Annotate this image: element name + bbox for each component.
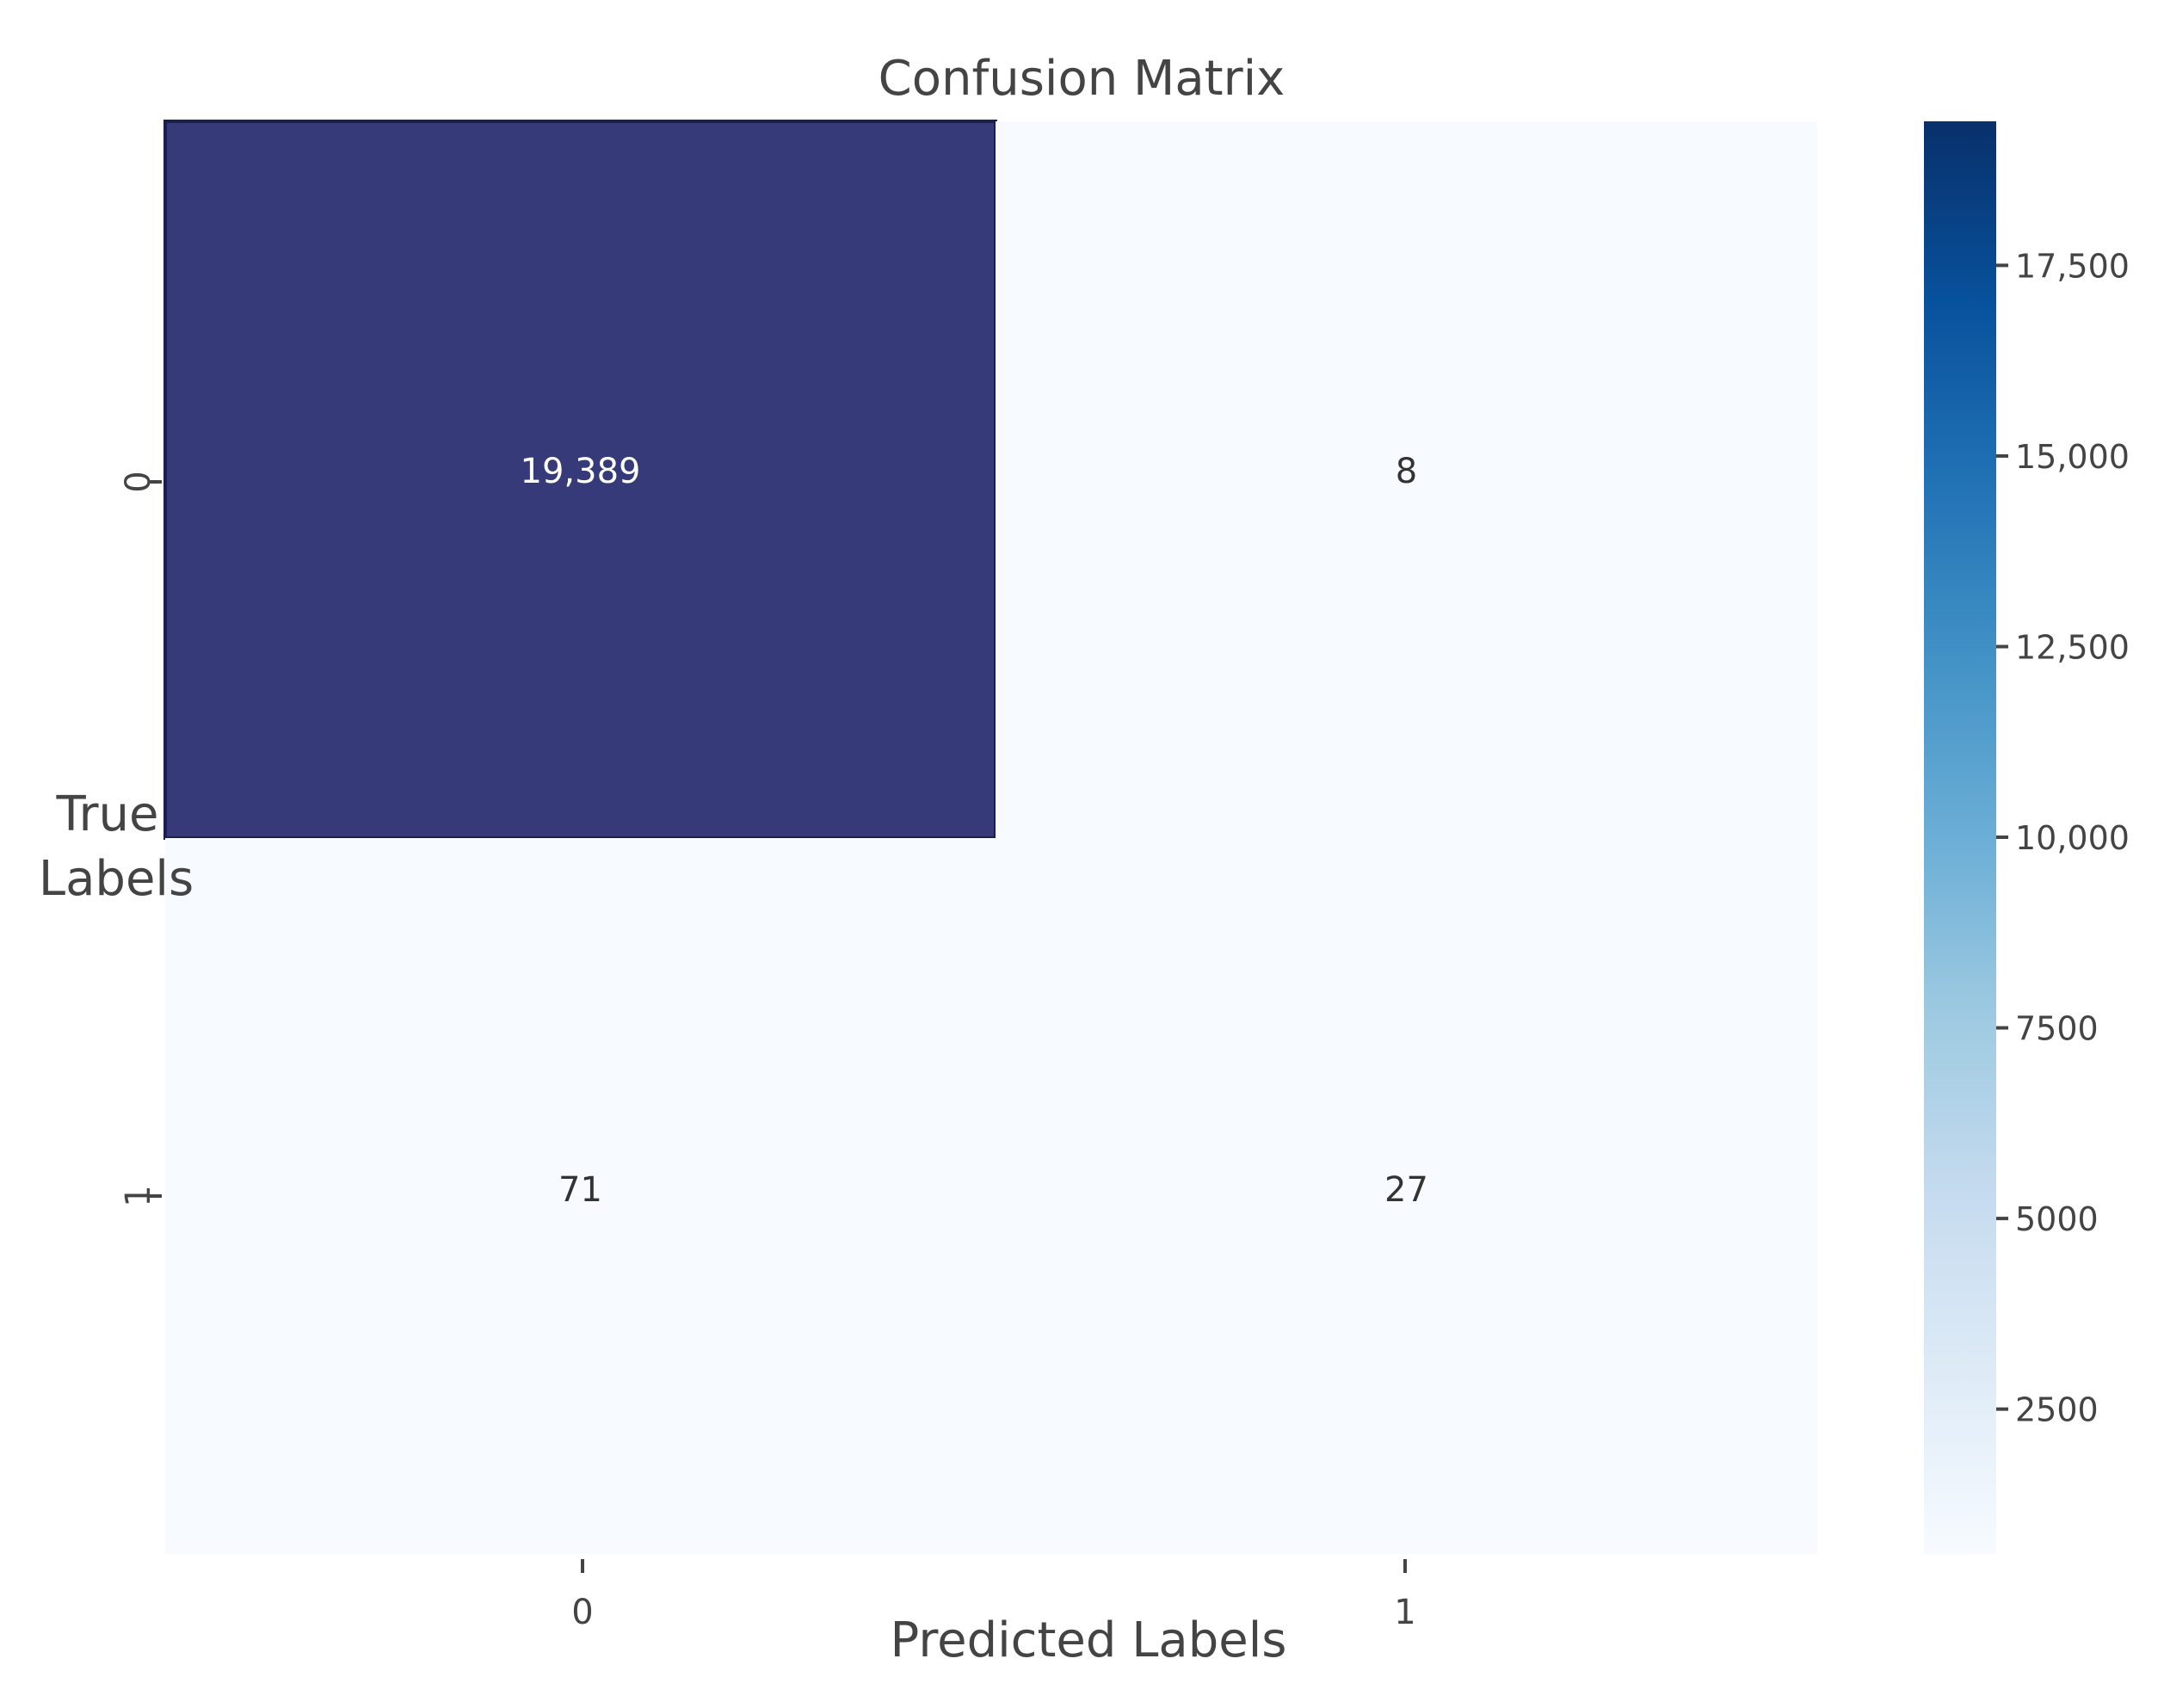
chart-title: Confusion Matrix [879, 51, 1285, 107]
colorbar-tick-label: 10,000 [2015, 819, 2130, 857]
y-axis-ticks: 01 [119, 471, 162, 1207]
heatmap-cell-r0-c0 [163, 120, 997, 840]
heatmap-cells [163, 120, 1817, 1554]
heatmap-cell-r0-c1 [996, 121, 1817, 838]
colorbar-tick-label: 12,500 [2015, 628, 2130, 666]
cell-value-label: 27 [1384, 1170, 1428, 1210]
x-axis-label: Predicted Labels [891, 1612, 1287, 1668]
colorbar-tick-label: 17,500 [2015, 247, 2130, 285]
heatmap-cell-r1-c0 [165, 838, 996, 1554]
heatmap-cell-r1-c1 [996, 838, 1817, 1554]
colorbar-ticks: 2500 5000 7500 10,000 12,500 15,000 17,500 [1996, 247, 2130, 1429]
cell-value-label: 71 [558, 1170, 602, 1210]
x-tick-label: 1 [1394, 1593, 1415, 1632]
cell-value-label: 8 [1396, 452, 1417, 491]
heatmap-cell-labels: 19,389 8 71 27 [521, 452, 1428, 1210]
cell-value-label: 19,389 [521, 452, 641, 491]
y-tick-label: 0 [119, 471, 158, 492]
colorbar-tick-label: 15,000 [2015, 438, 2130, 476]
y-axis-label-line-2: Labels [39, 851, 194, 907]
colorbar [1924, 121, 1996, 1554]
y-axis-label-line-1: True [56, 786, 159, 842]
colorbar-tick-label: 5000 [2015, 1200, 2099, 1238]
colorbar-tick-label: 7500 [2015, 1010, 2099, 1048]
x-tick-label: 0 [571, 1593, 593, 1632]
y-tick-label: 1 [119, 1185, 158, 1206]
colorbar-tick-label: 2500 [2015, 1391, 2099, 1429]
